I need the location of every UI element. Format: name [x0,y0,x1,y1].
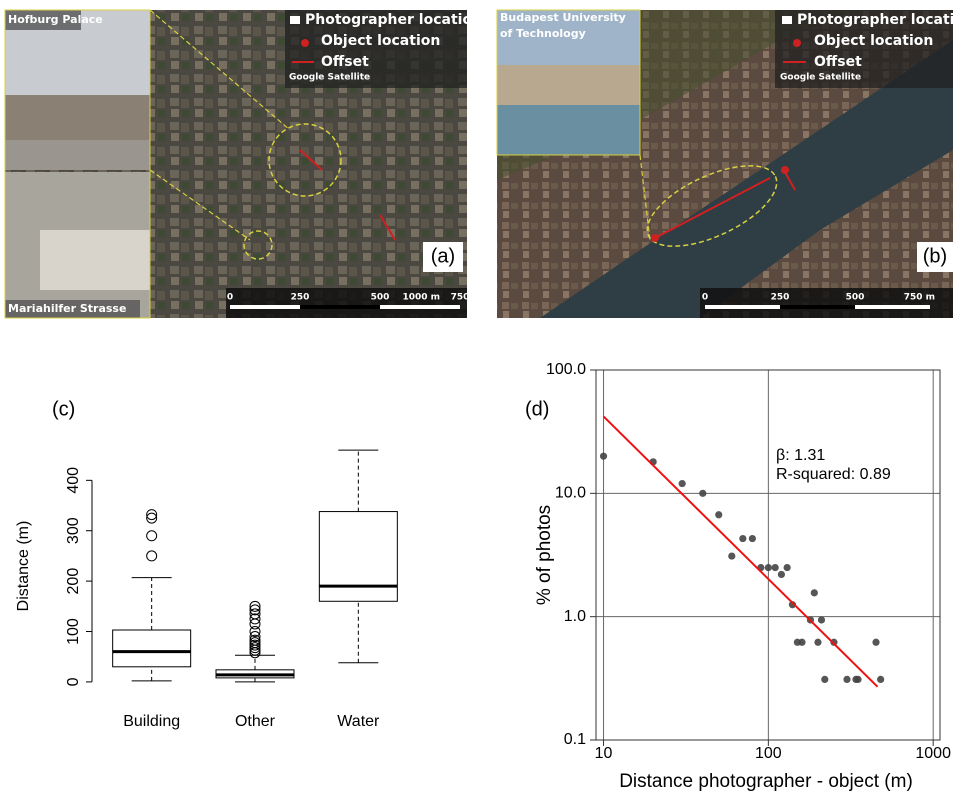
y-tick-label: 10.0 [555,485,586,502]
inset-title: of Technology [500,27,586,40]
point [778,571,785,578]
outlier [147,551,157,561]
legend-label: Photographer location [797,12,959,28]
y-tick-label: 0 [65,677,82,686]
legend-label: Object location [814,33,933,49]
x-tick-label: 100 [755,745,782,762]
figure: Hofburg Palace Mariahilfer Strasse Photogr… [0,0,959,795]
point [728,552,735,559]
panel-label: (b) [923,245,947,267]
legend-label: Offset [321,54,369,70]
x-tick-label: Other [235,713,276,730]
map-source: Google Satellite [780,73,861,83]
point [872,639,879,646]
x-tick-label: 10 [595,745,613,762]
panel-label: (c) [52,398,75,420]
box [113,630,191,667]
point [715,511,722,518]
y-tick-label: 100.0 [546,361,586,378]
annotation: β: 1.31 [776,447,825,464]
x-tick-label: Water [337,713,380,730]
point [811,589,818,596]
point [765,564,772,571]
point [854,676,861,683]
x-axis-label: Distance photographer - object (m) [619,771,913,792]
box [319,512,397,602]
point [798,639,805,646]
x-tick-label: Building [123,713,180,730]
point [843,676,850,683]
inset-title: Hofburg Palace [8,13,103,26]
scale-label: 750 m [904,293,935,303]
legend-label: Offset [814,54,862,70]
legend-label: Photographer location [305,12,482,28]
outlier [147,531,157,541]
scale-label: 500 [371,293,390,303]
scale-label: 250 [771,293,790,303]
panel-label: (a) [431,245,455,267]
map-b [497,10,953,318]
inset-title: Budapest University [500,11,626,24]
scale-label: 1000 m [402,293,440,303]
y-tick-label: 300 [65,517,82,544]
scale-label: 750 [451,293,470,303]
scale-label: 0 [702,293,708,303]
point [784,564,791,571]
annotation: R-squared: 0.89 [776,466,891,483]
point [739,535,746,542]
y-axis-label: Distance (m) [15,521,32,612]
point [877,676,884,683]
point [600,453,607,460]
point [772,564,779,571]
fit-line [604,416,878,686]
point [679,480,686,487]
point [814,639,821,646]
inset-title: Mariahilfer Strasse [8,302,126,315]
point [821,676,828,683]
y-axis-label: % of photos [534,505,555,605]
map-source: Google Satellite [289,73,370,83]
scale-label: 250 [291,293,310,303]
y-tick-label: 400 [65,467,82,494]
x-tick-label: 1000 [915,745,951,762]
scale-label: 500 [846,293,865,303]
scale-label: 0 [227,293,233,303]
y-tick-label: 1.0 [564,608,586,625]
point [699,490,706,497]
y-tick-label: 0.1 [564,731,586,748]
point [818,616,825,623]
map-a [5,10,467,318]
point [749,535,756,542]
legend-label: Object location [321,33,440,49]
y-tick-label: 200 [65,568,82,595]
y-tick-label: 100 [65,618,82,645]
panel-label: (d) [525,398,549,420]
